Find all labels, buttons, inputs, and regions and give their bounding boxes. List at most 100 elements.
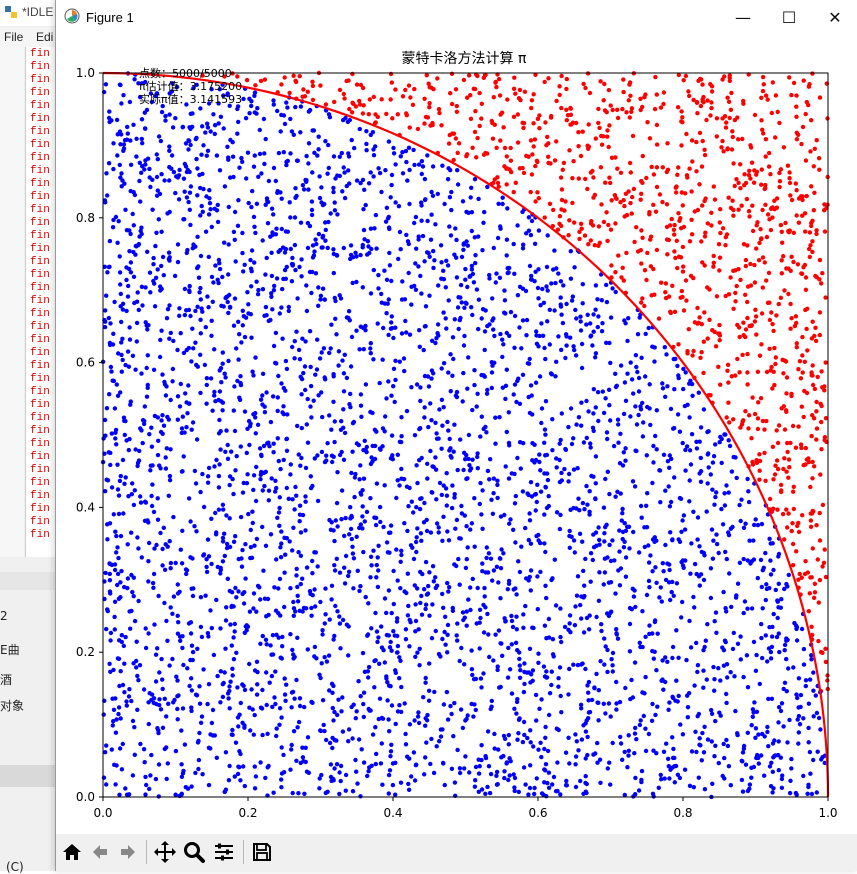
point-inside [540,287,544,291]
point-outside [763,479,767,483]
point-inside [258,760,262,764]
point-inside [558,513,562,517]
point-inside [713,719,717,723]
point-inside [394,496,398,500]
point-inside [219,115,223,119]
point-outside [718,338,722,342]
point-inside [274,633,278,637]
point-inside [291,791,295,795]
point-outside [772,346,776,350]
point-inside [489,772,493,776]
point-outside [493,177,497,181]
point-inside [423,177,427,181]
point-inside [448,446,452,450]
point-inside [449,233,453,237]
point-outside [822,561,826,565]
point-inside [462,306,466,310]
point-inside [368,575,372,579]
point-inside [200,714,204,718]
point-inside [114,763,118,767]
point-outside [501,125,505,129]
point-outside [787,457,791,461]
point-inside [501,342,505,346]
point-outside [737,370,741,374]
point-inside [205,702,209,706]
close-button[interactable]: ✕ [812,0,857,34]
point-inside [404,627,408,631]
point-inside [488,791,492,795]
point-inside [335,253,339,257]
point-outside [777,121,781,125]
point-inside [221,507,225,511]
point-inside [271,212,275,216]
point-inside [230,667,234,671]
point-outside [784,391,788,395]
point-inside [792,621,796,625]
point-inside [522,720,526,724]
point-inside [167,663,171,667]
menu-edit[interactable]: Edi [36,30,53,44]
point-inside [752,523,756,527]
point-inside [356,569,360,573]
point-inside [118,254,122,258]
point-outside [802,415,806,419]
point-inside [653,650,657,654]
point-inside [230,728,234,732]
point-inside [310,170,314,174]
menu-file[interactable]: File [4,30,23,44]
point-inside [644,749,648,753]
point-inside [606,766,610,770]
point-outside [622,204,626,208]
point-inside [254,465,258,469]
point-inside [436,322,440,326]
point-inside [558,665,562,669]
point-outside [796,262,800,266]
point-inside [594,454,598,458]
point-outside [718,207,722,211]
point-inside [390,326,394,330]
point-inside [385,540,389,544]
point-inside [593,308,597,312]
point-inside [199,595,203,599]
point-inside [435,331,439,335]
point-outside [740,137,744,141]
point-inside [188,223,192,227]
point-outside [783,427,787,431]
point-inside [239,444,243,448]
point-inside [580,366,584,370]
point-inside [411,510,415,514]
point-inside [763,551,767,555]
point-inside [119,534,123,538]
point-inside [710,712,714,716]
point-inside [397,655,401,659]
point-inside [529,233,533,237]
point-outside [720,116,724,120]
point-inside [671,765,675,769]
minimize-button[interactable]: — [720,0,766,34]
point-inside [484,308,488,312]
point-inside [544,485,548,489]
point-outside [791,563,795,567]
point-inside [320,628,324,632]
point-inside [568,529,572,533]
point-outside [427,105,431,109]
point-inside [602,636,606,640]
point-inside [288,117,292,121]
point-inside [705,509,709,513]
point-inside [497,628,501,632]
point-inside [598,758,602,762]
maximize-button[interactable]: ☐ [766,0,812,34]
point-inside [636,413,640,417]
point-inside [134,659,138,663]
point-inside [185,348,189,352]
point-inside [310,213,314,217]
point-inside [119,171,123,175]
point-inside [315,338,319,342]
point-outside [780,406,784,410]
point-inside [736,642,740,646]
point-outside [744,327,748,331]
point-outside [696,208,700,212]
point-inside [573,604,577,608]
point-inside [125,703,129,707]
